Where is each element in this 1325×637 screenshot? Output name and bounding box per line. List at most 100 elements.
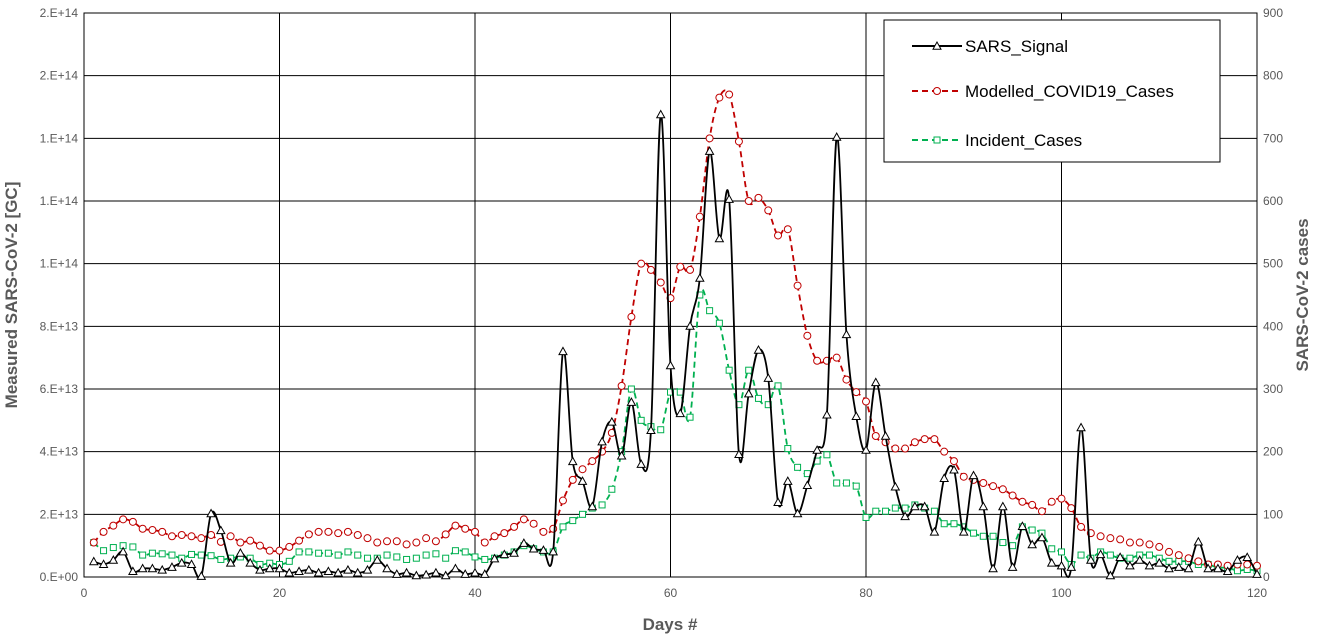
data-point-marker	[607, 416, 617, 426]
y-tick-label: 1.E+14	[40, 131, 79, 145]
data-point-marker	[919, 501, 930, 511]
data-point-marker	[382, 563, 392, 573]
data-point-marker	[1145, 551, 1153, 559]
data-point-marker	[675, 408, 686, 418]
data-point-marker	[725, 366, 733, 374]
data-point-marker	[207, 531, 216, 540]
data-point-marker	[773, 497, 783, 506]
data-point-marker	[695, 212, 704, 221]
data-point-marker	[401, 567, 412, 577]
data-point-marker	[774, 231, 783, 240]
data-point-marker	[305, 548, 313, 556]
data-point-marker	[499, 549, 510, 559]
x-tick-label: 100	[1051, 586, 1071, 600]
data-point-marker	[617, 381, 626, 390]
data-point-marker	[616, 450, 627, 460]
data-point-marker	[236, 538, 245, 547]
legend-marker-sample	[933, 136, 941, 144]
data-point-marker	[343, 527, 352, 536]
data-point-marker	[188, 550, 196, 558]
data-point-marker	[959, 472, 968, 481]
data-point-marker	[137, 563, 148, 573]
data-point-marker	[206, 508, 216, 518]
data-point-marker	[862, 397, 870, 406]
data-point-marker	[833, 479, 841, 487]
y2-tick-label: 200	[1263, 445, 1283, 459]
data-point-marker	[958, 526, 969, 536]
data-point-marker	[440, 570, 451, 580]
data-point-marker	[968, 470, 979, 480]
data-point-marker	[588, 457, 597, 466]
data-point-marker	[1058, 548, 1065, 556]
data-point-marker	[217, 555, 225, 563]
data-point-marker	[676, 388, 684, 396]
y2-tick-label: 900	[1263, 6, 1283, 20]
data-point-marker	[450, 563, 461, 573]
data-point-marker	[567, 456, 578, 466]
y2-axis-title: SARS-CoV-2 cases	[1293, 218, 1312, 371]
data-point-marker	[852, 388, 861, 397]
legend: SARS_Signal Modelled_COVID19_Cases Incid…	[883, 19, 1221, 163]
y2-tick-label: 100	[1263, 507, 1283, 521]
data-point-marker	[186, 559, 197, 569]
y-tick-label: 0.E+00	[40, 570, 79, 584]
data-point-marker	[1057, 494, 1066, 503]
data-point-marker	[1233, 567, 1241, 575]
data-point-marker	[882, 507, 890, 515]
data-point-marker	[734, 449, 744, 459]
data-point-marker	[1242, 552, 1253, 561]
data-point-marker	[1126, 554, 1134, 562]
data-point-marker	[490, 532, 499, 541]
data-point-marker	[694, 273, 705, 282]
y-tick-label: 2.E+13	[40, 507, 79, 521]
data-point-marker	[343, 564, 353, 574]
data-point-marker	[88, 556, 99, 566]
data-point-marker	[1174, 551, 1183, 560]
data-point-marker	[1243, 560, 1252, 569]
data-point-marker	[128, 517, 137, 526]
data-point-marker	[763, 373, 774, 382]
data-point-marker	[177, 531, 186, 540]
data-point-marker	[802, 480, 813, 490]
data-point-marker	[197, 534, 206, 543]
data-point-marker	[949, 464, 959, 474]
data-point-marker	[98, 559, 109, 569]
x-tick-label: 20	[273, 586, 287, 600]
plot-area-border	[83, 12, 1258, 578]
data-point-marker	[216, 525, 226, 535]
data-point-marker	[353, 531, 362, 540]
data-point-marker	[744, 197, 753, 205]
data-point-marker	[1193, 536, 1204, 546]
data-point-marker	[890, 481, 901, 491]
data-point-marker	[303, 564, 314, 574]
data-point-marker	[715, 319, 723, 327]
data-point-marker	[363, 534, 372, 543]
data-point-marker	[686, 413, 694, 421]
data-point-marker	[1154, 557, 1165, 567]
data-point-marker	[872, 507, 880, 515]
data-point-marker	[334, 551, 342, 559]
data-point-marker	[979, 532, 987, 540]
data-point-marker	[431, 537, 440, 546]
data-point-marker	[187, 532, 196, 541]
data-point-marker	[686, 265, 695, 274]
data-point-marker	[831, 132, 842, 141]
data-point-marker	[891, 504, 899, 512]
data-point-marker	[129, 543, 137, 551]
data-point-marker	[344, 548, 352, 556]
y-tick-label: 8.E+13	[40, 319, 79, 333]
data-point-marker	[509, 548, 519, 557]
x-tick-label: 60	[664, 586, 678, 600]
data-point-marker	[100, 547, 108, 555]
data-point-marker	[753, 344, 764, 354]
data-point-marker	[655, 109, 666, 119]
data-point-marker	[901, 444, 910, 453]
y-tick-label: 6.E+13	[40, 382, 79, 396]
data-point-marker	[1047, 497, 1056, 506]
data-point-marker	[1125, 560, 1135, 570]
data-point-marker	[949, 457, 958, 466]
data-point-marker	[862, 513, 870, 521]
data-point-marker	[461, 524, 470, 533]
data-point-marker	[510, 522, 519, 531]
